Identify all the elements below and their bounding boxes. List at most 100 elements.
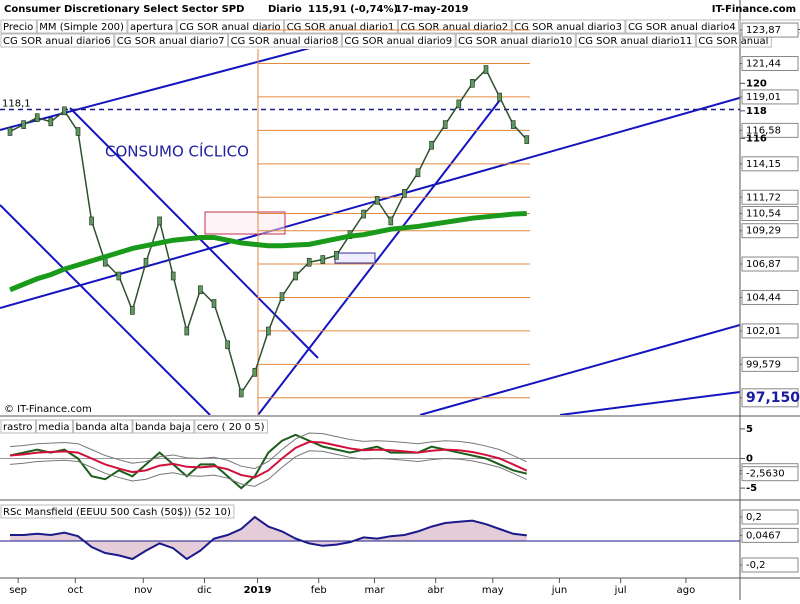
legend-box — [695, 33, 772, 48]
y-tick-label: 99,579 — [746, 359, 781, 370]
candle — [7, 127, 13, 136]
x-tick-label: 2019 — [244, 585, 272, 596]
candle — [130, 306, 135, 315]
y-tick-label: -0,2 — [746, 560, 766, 571]
y-tick-label: 110,54 — [746, 209, 781, 220]
y-tick-label: 114,15 — [746, 159, 781, 170]
x-tick-label: abr — [427, 585, 444, 596]
legend-box — [127, 19, 177, 34]
y-tick-label: 120 — [746, 78, 767, 89]
y-tick-label: 106,87 — [746, 259, 781, 270]
candle — [320, 255, 326, 264]
candle — [75, 127, 81, 136]
reference-label: 118,1 — [2, 98, 31, 109]
candle — [198, 285, 203, 295]
legend-entry: CG SOR anual diario1 — [287, 22, 395, 33]
candle — [157, 216, 162, 226]
legend-entry: CG SOR anual diario11 — [578, 36, 692, 47]
tick-box — [741, 527, 799, 543]
y-tick-label: 119,01 — [746, 92, 781, 103]
candle — [429, 140, 434, 150]
candle — [143, 257, 149, 267]
legend-entry: banda alta — [76, 422, 129, 433]
candle — [184, 326, 190, 336]
tick-box — [741, 323, 799, 339]
legend-entry: MM (Simple 200) — [39, 22, 124, 33]
candle — [48, 117, 54, 127]
legend-box — [176, 19, 285, 34]
candle — [374, 195, 380, 205]
x-tick-label: mar — [364, 585, 385, 596]
series-line — [9, 450, 528, 487]
tick-box — [741, 289, 799, 305]
legend-entry: CG SOR anual diario8 — [231, 36, 339, 47]
series-line — [9, 432, 528, 470]
tick-box — [741, 122, 799, 138]
tick-box — [741, 206, 799, 222]
legend-entry: RSc Mansfield (EEUU 500 Cash (50$)) (52 … — [3, 507, 231, 518]
legend-box — [341, 33, 456, 48]
legend-entry: CG SOR anual diario3 — [514, 22, 622, 33]
y-tick-label: 0 — [746, 454, 753, 465]
y-tick-label: 102,01 — [746, 326, 781, 337]
candle — [388, 216, 394, 226]
tick-box — [741, 189, 799, 205]
x-tick-label: ago — [677, 585, 696, 596]
legend-entry: CG SOR anual diario — [179, 22, 280, 33]
legend-entry: CG SOR anual diario7 — [117, 36, 225, 47]
legend-entry: CG SOR anual — [698, 36, 768, 47]
candle — [334, 251, 339, 260]
area — [10, 517, 527, 559]
legend-box — [0, 19, 37, 34]
x-tick-label: jun — [551, 585, 567, 596]
legend-entry: CG SOR anual diario4 — [628, 22, 736, 33]
candle — [456, 99, 462, 109]
legend-box — [397, 19, 512, 34]
y-tick-label: 0,0467 — [746, 530, 781, 541]
tick-box — [741, 388, 799, 408]
legend-box — [194, 419, 268, 434]
y-tick-label: 109,29 — [746, 226, 781, 237]
legend-entry: apertura — [130, 22, 173, 33]
series-line — [10, 515, 527, 561]
y-tick-label: -5 — [746, 483, 757, 494]
legend-entry: media — [38, 422, 69, 433]
tick-box — [741, 156, 799, 172]
candle — [279, 292, 285, 301]
y-tick-label: 116 — [746, 133, 767, 144]
y-tick-label: 5 — [746, 424, 753, 435]
y-tick-label: 104,44 — [746, 292, 781, 303]
candle — [306, 257, 312, 267]
x-tick-label: nov — [134, 585, 152, 596]
candle — [402, 189, 407, 198]
candle — [266, 326, 271, 336]
legend-box — [0, 419, 36, 434]
legend-box — [284, 19, 398, 34]
legend-box — [575, 33, 696, 48]
candle — [524, 135, 530, 144]
tick-box — [741, 557, 799, 573]
quote: 115,91 (-0,74%) — [308, 4, 398, 15]
legend-box — [132, 419, 195, 434]
candle — [225, 340, 230, 350]
y-tick-label: 116,58 — [746, 125, 781, 136]
candle — [238, 388, 244, 398]
legend-entry: rastro — [3, 422, 32, 433]
candle — [21, 120, 26, 129]
candle — [483, 65, 489, 74]
x-tick-label: jul — [614, 585, 627, 596]
legend-entry: CG SOR anual diario2 — [400, 22, 508, 33]
legend-entry: cero ( 20 0 5) — [197, 422, 265, 433]
candle — [510, 120, 516, 129]
candle — [116, 271, 122, 281]
period: Diario — [268, 4, 302, 15]
legend-entry: CG SOR anual diario9 — [344, 36, 452, 47]
legend-box — [625, 19, 740, 34]
tick-box — [741, 89, 799, 105]
candle — [252, 368, 258, 377]
candle — [470, 79, 475, 88]
y-tick-label: 111,72 — [746, 192, 781, 203]
candle — [62, 106, 67, 116]
tick-box — [741, 223, 799, 239]
